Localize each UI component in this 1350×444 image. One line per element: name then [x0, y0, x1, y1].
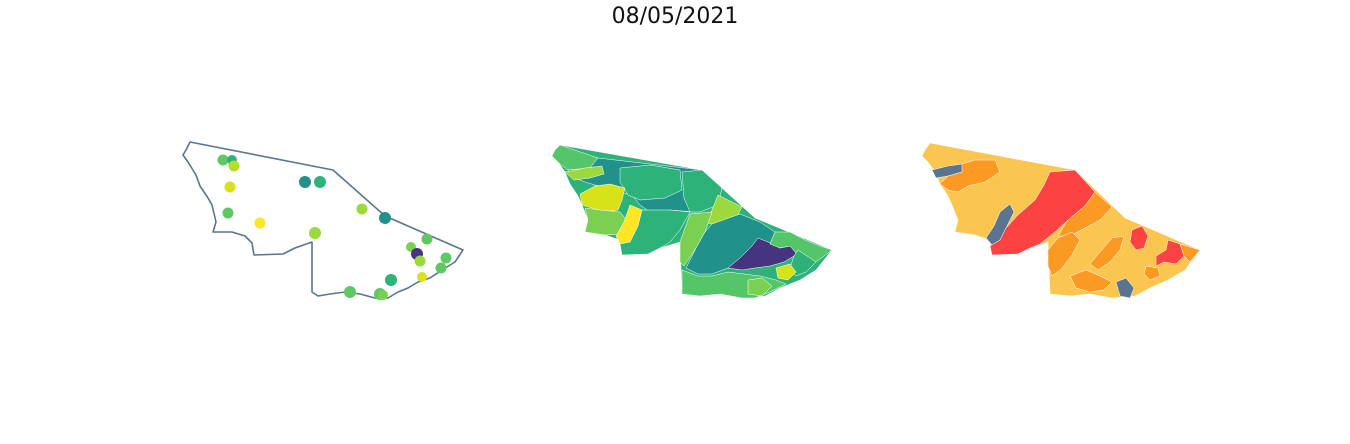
map-region — [1143, 265, 1161, 281]
municipality-point — [356, 203, 368, 215]
map-region — [679, 211, 713, 267]
municipality-point — [344, 286, 356, 298]
map-region — [564, 165, 605, 181]
map-region — [1115, 277, 1135, 299]
municipality-point — [254, 217, 266, 229]
map-region — [1179, 243, 1201, 263]
municipality-point — [299, 176, 311, 188]
municipality-point — [379, 212, 391, 224]
map-region — [939, 159, 1001, 193]
risk-choropleth-panel — [921, 142, 1201, 299]
map-region — [579, 183, 626, 213]
municipality-point — [217, 154, 229, 166]
municipality-point — [414, 255, 426, 267]
municipality-point — [314, 176, 326, 188]
point-map-panel — [182, 141, 464, 300]
municipality-point — [421, 233, 433, 245]
municipality-point — [222, 207, 234, 219]
map-region — [619, 164, 683, 201]
map-region — [775, 263, 797, 281]
municipality-point — [224, 181, 236, 193]
state-outline — [182, 141, 464, 299]
map-region — [1089, 235, 1125, 271]
map-region — [1047, 231, 1081, 277]
map-region — [1069, 269, 1113, 293]
page-title: 08/05/2021 — [611, 4, 739, 29]
municipality-point — [440, 252, 452, 264]
map-region — [619, 209, 691, 256]
municipality-point — [228, 160, 240, 172]
municipality-point — [309, 227, 321, 239]
municipality-point — [435, 262, 447, 274]
municipality-point — [417, 272, 427, 282]
map-region — [1129, 225, 1149, 251]
map-region — [681, 169, 723, 213]
municipality-point — [378, 290, 388, 300]
viridis-choropleth-panel — [551, 144, 833, 299]
map-region — [747, 277, 773, 297]
map-region — [789, 249, 817, 277]
municipality-point — [385, 274, 397, 286]
